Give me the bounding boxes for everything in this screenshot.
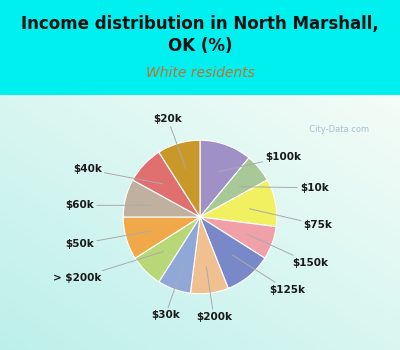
Text: $50k: $50k — [65, 231, 152, 249]
Wedge shape — [200, 180, 277, 226]
Text: $200k: $200k — [196, 267, 232, 322]
Text: $150k: $150k — [247, 234, 328, 268]
Wedge shape — [200, 158, 267, 217]
Text: $75k: $75k — [250, 209, 332, 230]
Text: $30k: $30k — [151, 264, 183, 320]
Text: Income distribution in North Marshall,
OK (%): Income distribution in North Marshall, O… — [21, 15, 379, 55]
Text: $40k: $40k — [73, 164, 162, 184]
Wedge shape — [200, 140, 249, 217]
Text: $100k: $100k — [219, 152, 301, 172]
Wedge shape — [190, 217, 228, 294]
Text: > $200k: > $200k — [53, 252, 164, 284]
Wedge shape — [133, 152, 200, 217]
Text: White residents: White residents — [146, 66, 254, 80]
Text: City-Data.com: City-Data.com — [304, 125, 369, 134]
Wedge shape — [123, 180, 200, 217]
Wedge shape — [159, 140, 200, 217]
Text: $20k: $20k — [153, 114, 186, 169]
Text: $60k: $60k — [65, 201, 151, 210]
Wedge shape — [135, 217, 200, 282]
Wedge shape — [123, 217, 200, 258]
Wedge shape — [200, 217, 265, 288]
Text: $125k: $125k — [233, 255, 305, 295]
Text: $10k: $10k — [240, 183, 328, 193]
Wedge shape — [159, 217, 200, 293]
Wedge shape — [200, 217, 276, 258]
